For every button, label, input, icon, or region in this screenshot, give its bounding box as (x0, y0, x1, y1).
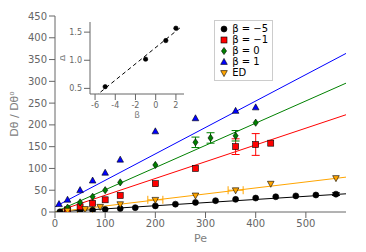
svg-text:400: 400 (246, 218, 265, 229)
svg-text:-4: -4 (111, 101, 119, 110)
svg-text:100: 100 (96, 218, 115, 229)
svg-text:β: β (134, 110, 140, 118)
svg-text:300: 300 (28, 76, 47, 87)
svg-text:1.5: 1.5 (69, 28, 82, 37)
svg-text:500: 500 (296, 218, 315, 229)
svg-text:1.0: 1.0 (69, 56, 82, 65)
svg-text:250: 250 (28, 98, 47, 109)
svg-text:100: 100 (28, 163, 47, 174)
html-text:β = −5: β = −5 (232, 23, 268, 34)
html-text:β = 0: β = 0 (232, 45, 260, 56)
svg-text:2: 2 (173, 101, 178, 110)
svg-text:350: 350 (28, 54, 47, 65)
svg-text:0: 0 (52, 218, 58, 229)
svg-text:450: 450 (28, 11, 47, 22)
svg-text:400: 400 (28, 32, 47, 43)
svg-text:-2: -2 (131, 101, 139, 110)
svg-text:50: 50 (34, 185, 47, 196)
svg-text:Δ: Δ (60, 54, 67, 61)
svg-text:300: 300 (196, 218, 215, 229)
svg-text:0: 0 (153, 101, 158, 110)
svg-text:200: 200 (28, 119, 47, 130)
svg-text:Pe: Pe (194, 232, 207, 244)
svg-text:0.5: 0.5 (69, 84, 82, 93)
svg-text:Dθ / Dθ⁰: Dθ / Dθ⁰ (8, 91, 21, 137)
svg-text:0: 0 (41, 207, 47, 218)
svg-text:200: 200 (146, 218, 165, 229)
html-text:β = −1: β = −1 (232, 34, 268, 45)
svg-text:150: 150 (28, 141, 47, 152)
html-text:ED: ED (232, 67, 247, 78)
svg-text:-6: -6 (91, 101, 99, 110)
html-text:β = 1: β = 1 (232, 56, 260, 67)
